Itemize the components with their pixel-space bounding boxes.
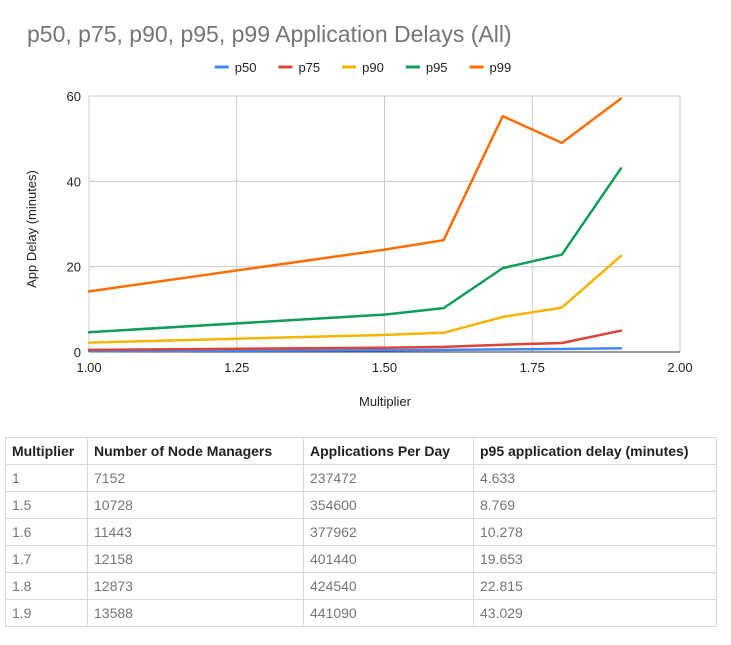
y-axis-title: App Delay (minutes) (24, 170, 39, 288)
table-cell: 354600 (303, 491, 474, 519)
x-tick-label: 1.25 (224, 360, 249, 375)
table-cell: 11443 (87, 518, 304, 546)
legend-label-p90: p90 (362, 60, 384, 75)
x-tick-label: 1.75 (520, 360, 545, 375)
y-tick-label: 0 (74, 345, 81, 360)
x-tick-label: 2.00 (667, 360, 692, 375)
table-cell: 43.029 (473, 599, 717, 627)
table-cell: 19.653 (473, 545, 717, 573)
x-axis-ticks: 1.00 1.25 1.50 1.75 2.00 (76, 360, 692, 375)
table-row: 1.7 12158 401440 19.653 (5, 545, 717, 573)
series-line-p90 (87, 254, 623, 344)
legend-label-p99: p99 (490, 60, 512, 75)
legend-label-p75: p75 (298, 60, 320, 75)
table-cell: 1.9 (5, 599, 88, 627)
table-cell: 13588 (87, 599, 304, 627)
legend-label-p95: p95 (426, 60, 448, 75)
x-tick-label: 1.50 (372, 360, 397, 375)
table-cell: 237472 (303, 464, 474, 492)
series-line-p95 (87, 167, 623, 334)
table-cell: 1.8 (5, 572, 88, 600)
line-chart: p50, p75, p90, p95, p99 Application Dela… (24, 21, 693, 409)
table-cell: 401440 (303, 545, 474, 573)
table-row: 1.5 10728 354600 8.769 (5, 491, 717, 519)
table-cell: 22.815 (473, 572, 717, 600)
table-cell: 424540 (303, 572, 474, 600)
legend: p50 p75 p90 p95 p99 (214, 60, 512, 75)
table-cell: 1 (5, 464, 88, 492)
table-cell: 377962 (303, 518, 474, 546)
table-cell: 10.278 (473, 518, 717, 546)
series-line-p99 (87, 97, 623, 293)
series-lines (87, 97, 623, 353)
table-row: 1.6 11443 377962 10.278 (5, 518, 717, 546)
column-header-p95-delay: p95 application delay (minutes) (473, 437, 717, 465)
table-header-row: Multiplier Number of Node Managers Appli… (5, 437, 717, 465)
column-header-node-managers: Number of Node Managers (87, 437, 304, 465)
data-table: Multiplier Number of Node Managers Appli… (5, 437, 717, 627)
y-tick-label: 40 (67, 174, 81, 189)
table-cell: 8.769 (473, 491, 717, 519)
table-row: 1.8 12873 424540 22.815 (5, 572, 717, 600)
table-cell: 1.6 (5, 518, 88, 546)
chart-title: p50, p75, p90, p95, p99 Application Dela… (27, 21, 512, 47)
table-cell: 10728 (87, 491, 304, 519)
table-cell: 1.7 (5, 545, 88, 573)
table-cell: 4.633 (473, 464, 717, 492)
table-cell: 7152 (87, 464, 304, 492)
table-cell: 12873 (87, 572, 304, 600)
series-line-p50 (87, 346, 623, 353)
table-row: 1.9 13588 441090 43.029 (5, 599, 717, 627)
table-cell: 441090 (303, 599, 474, 627)
legend-label-p50: p50 (235, 60, 257, 75)
y-tick-label: 60 (67, 89, 81, 104)
y-axis-ticks: 0 20 40 60 (67, 89, 81, 360)
table-cell: 1.5 (5, 491, 88, 519)
table-cell: 12158 (87, 545, 304, 573)
column-header-multiplier: Multiplier (5, 437, 88, 465)
column-header-applications-per-day: Applications Per Day (303, 437, 474, 465)
series-line-p75 (87, 329, 623, 352)
x-tick-label: 1.00 (76, 360, 101, 375)
x-axis-title: Multiplier (359, 394, 412, 409)
table-row: 1 7152 237472 4.633 (5, 464, 717, 492)
y-tick-label: 20 (67, 260, 81, 275)
